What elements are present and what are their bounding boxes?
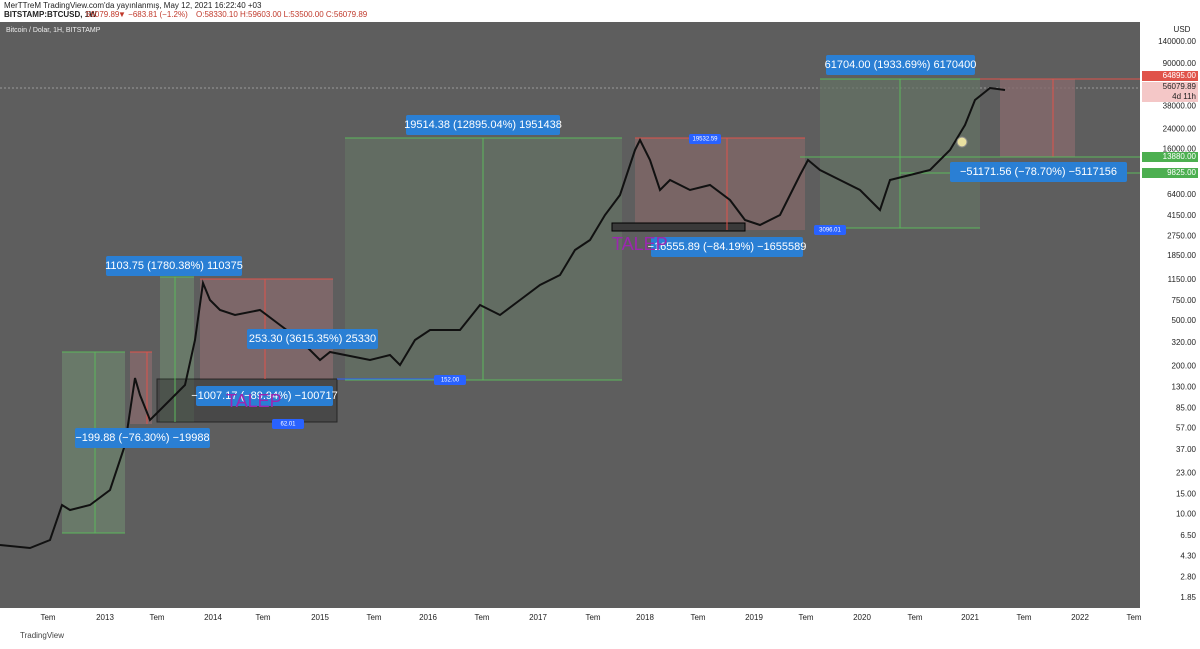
price-label: 23.00: [1176, 468, 1197, 477]
measure-box: [106, 256, 242, 276]
measure-box: [950, 162, 1127, 182]
time-label: Tem: [798, 613, 813, 622]
time-label: Tem: [255, 613, 270, 622]
change: ▼ −683.81 (−1.2%): [118, 10, 188, 19]
price-label: 1150.00: [1168, 275, 1197, 284]
price-badge-label: 152.00: [441, 378, 460, 384]
zones: [62, 78, 1140, 534]
fall-zone: [635, 138, 805, 230]
measure-box: [196, 386, 333, 406]
time-label: 2014: [204, 613, 222, 622]
price: 56079.89: [86, 10, 120, 19]
price-label: 1.85: [1180, 593, 1196, 602]
measure-box: [247, 329, 378, 349]
price-label: 2.80: [1180, 573, 1196, 582]
zone-text: TALEP: [226, 391, 282, 411]
price-tag: [1142, 82, 1198, 92]
time-label: Tem: [690, 613, 705, 622]
time-label: Tem: [907, 613, 922, 622]
price-label: 15.00: [1176, 490, 1197, 499]
time-label: 2021: [961, 613, 979, 622]
chart-title: Bitcoin / Dolar, 1H, BITSTAMP: [6, 27, 101, 34]
price-label: 24000.00: [1163, 124, 1197, 133]
time-label: 2013: [96, 613, 114, 622]
price-label: 90000.00: [1163, 59, 1197, 68]
price-label: 320.00: [1172, 338, 1197, 347]
price-tag-label: 9825.00: [1167, 168, 1196, 177]
demand-zone: [611, 222, 746, 232]
measure-label: −16555.89 (−84.19%) −1655589: [648, 241, 807, 253]
price-label: 85.00: [1176, 404, 1197, 413]
price-badge: [814, 225, 846, 235]
price-label: 2750.00: [1167, 232, 1196, 241]
price-badge: [434, 375, 466, 385]
time-label: Tem: [366, 613, 381, 622]
time-label: Tem: [40, 613, 55, 622]
marker: [956, 136, 968, 148]
price-label: 4.30: [1180, 551, 1196, 560]
price-label: 1850.00: [1167, 251, 1196, 260]
price-label: 16000.00: [1163, 144, 1197, 153]
measure-label: −1007.17 (−89.94%) −100717: [191, 390, 338, 402]
price-tag-label: 4d 11h: [1172, 92, 1196, 101]
time-label: Tem: [1126, 613, 1141, 622]
price-badge-label: 62.01: [280, 422, 296, 428]
price-badge: [272, 419, 304, 429]
measure-label: −51171.56 (−78.70%) −5117156: [960, 166, 1117, 178]
time-label: 2022: [1071, 613, 1089, 622]
fall-zone: [1000, 79, 1075, 157]
time-label: Tem: [585, 613, 600, 622]
price-label: 38000.00: [1163, 102, 1197, 111]
price-tag: [1142, 152, 1198, 162]
price-label: 4150.00: [1167, 211, 1196, 220]
time-label: 2018: [636, 613, 654, 622]
measure-label: 1103.75 (1780.38%) 110375: [105, 260, 243, 272]
price-label: 500.00: [1172, 316, 1197, 325]
price-badge-label: 3096.01: [819, 228, 841, 234]
time-label: 2020: [853, 613, 871, 622]
measure-box: [75, 428, 210, 448]
price-label: 10.00: [1176, 510, 1197, 519]
price-line: [0, 86, 1006, 550]
time-label: 2015: [311, 613, 329, 622]
measure-label: 253.30 (3615.35%) 25330: [249, 333, 376, 345]
price-tag-label: 56079.89: [1163, 82, 1197, 91]
time-label: 2019: [745, 613, 763, 622]
axis-unit: USD: [1174, 25, 1191, 34]
time-label: Tem: [149, 613, 164, 622]
price-tag-label: 64895.00: [1163, 71, 1197, 80]
measure-box: [826, 55, 975, 75]
measure-label: 19514.38 (12895.04%) 1951438: [404, 119, 562, 131]
measure-box: [406, 115, 560, 135]
price-tag: [1142, 168, 1198, 178]
price-badge-label: 19532.59: [692, 137, 718, 143]
price-label: 130.00: [1172, 383, 1197, 392]
measure-box: [651, 237, 803, 257]
price-label: 200.00: [1172, 361, 1197, 370]
footer: TradingView: [20, 631, 64, 640]
symbol: BITSTAMP:BTCUSD, 1W: [4, 10, 97, 19]
price-tag: [1142, 92, 1198, 102]
measure-label: 61704.00 (1933.69%) 6170400: [825, 59, 977, 71]
time-label: 2016: [419, 613, 437, 622]
time-label: Tem: [1016, 613, 1031, 622]
price-label: 750.00: [1172, 296, 1197, 305]
price-tag: [1142, 71, 1198, 81]
price-label: 57.00: [1176, 423, 1197, 432]
measure-label: −199.88 (−76.30%) −19988: [75, 432, 209, 444]
ohlc: O:58330.10 H:59603.00 L:53500.00 C:56079…: [196, 10, 368, 19]
price-label: 6.50: [1180, 531, 1196, 540]
price-label: 37.00: [1176, 445, 1197, 454]
price-tag-label: 13880.00: [1163, 152, 1197, 161]
time-label: Tem: [474, 613, 489, 622]
price-label: 140000.00: [1158, 37, 1196, 46]
time-label: 2017: [529, 613, 547, 622]
time-axis: [0, 608, 1140, 628]
publisher: MerTTreM TradingView.com'da yayınlanmış,…: [4, 1, 262, 10]
price-axis: [1140, 22, 1200, 608]
price-label: 6400.00: [1167, 190, 1196, 199]
zone-text: TALEP: [612, 234, 668, 254]
price-badge: [689, 134, 721, 144]
